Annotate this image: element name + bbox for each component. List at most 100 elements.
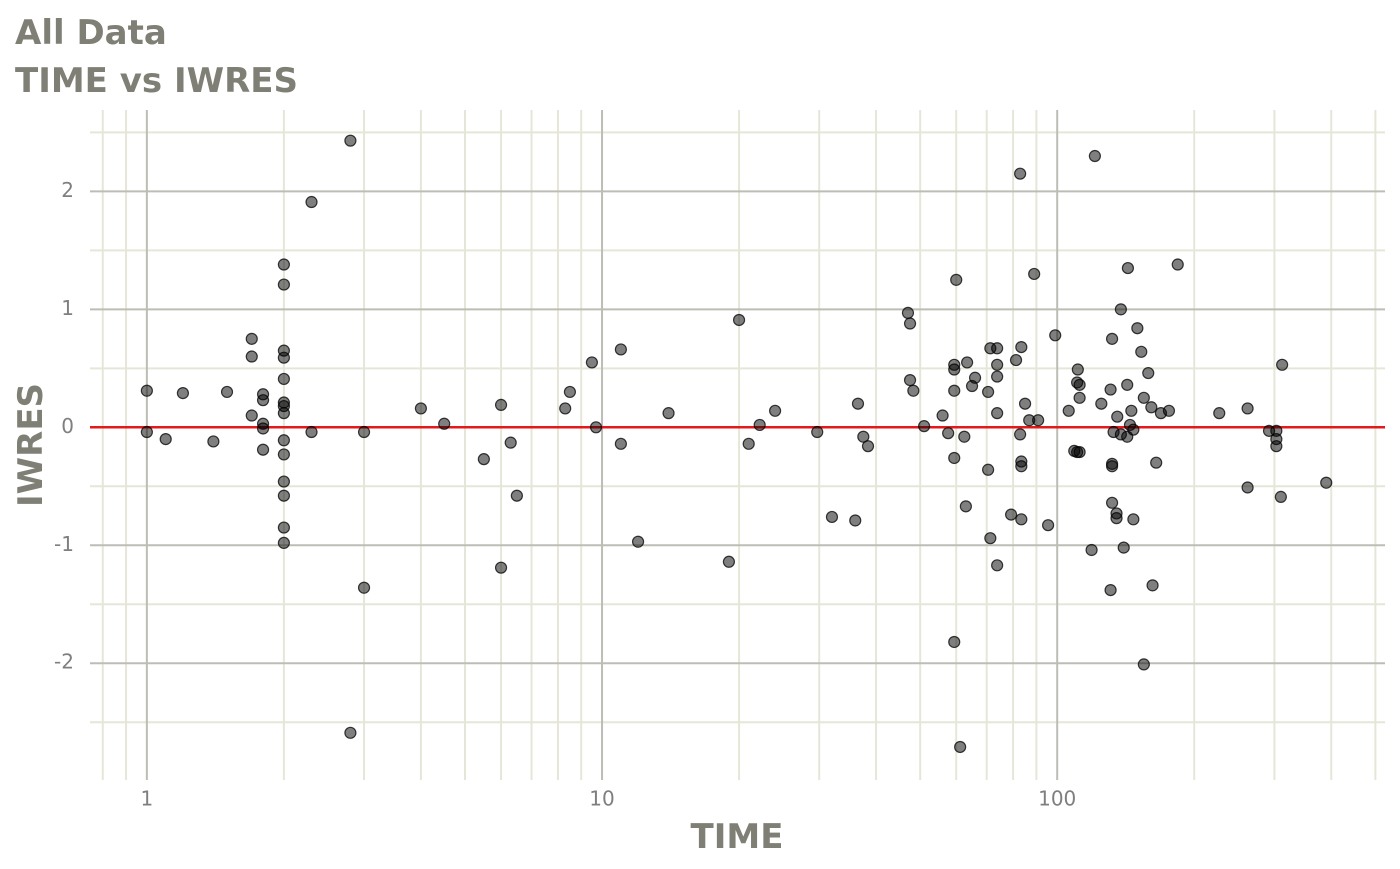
point (903, 317, 917, 330)
point (901, 306, 915, 319)
point (851, 397, 865, 410)
point (1005, 508, 1018, 521)
point (982, 463, 995, 476)
point (1171, 258, 1184, 271)
point (991, 358, 1004, 371)
y-tick-label: 2 (61, 178, 74, 202)
point (494, 398, 508, 411)
point (277, 372, 290, 386)
point (589, 421, 603, 434)
point (159, 433, 172, 446)
point (207, 435, 220, 448)
point (948, 363, 961, 376)
point (936, 409, 949, 422)
point (948, 451, 961, 465)
point (959, 500, 972, 513)
point (277, 489, 290, 502)
point (861, 440, 875, 453)
point (140, 384, 153, 397)
point (968, 371, 982, 384)
point (1142, 366, 1155, 380)
point (849, 514, 862, 527)
point (1213, 407, 1226, 420)
point (942, 427, 955, 440)
point (903, 374, 917, 387)
point (984, 532, 997, 545)
point (277, 351, 290, 364)
point (1105, 496, 1119, 509)
point (950, 273, 963, 286)
point (357, 425, 371, 439)
point (991, 559, 1004, 572)
point (563, 385, 577, 399)
point (357, 581, 371, 594)
y-tick-label: -1 (54, 532, 74, 556)
point (414, 402, 428, 415)
point (256, 443, 270, 456)
point (176, 386, 190, 400)
point (277, 278, 290, 291)
point (1018, 397, 1032, 410)
point (1276, 358, 1289, 371)
point (1032, 414, 1045, 427)
point (811, 425, 824, 439)
point (1145, 401, 1158, 414)
point (256, 394, 270, 407)
point (1110, 512, 1123, 525)
point (477, 453, 490, 466)
point (1150, 456, 1163, 469)
point (1009, 353, 1023, 367)
point (245, 350, 258, 363)
point (494, 561, 508, 574)
point (1241, 481, 1254, 494)
point (732, 313, 746, 327)
point (1085, 543, 1098, 557)
point (245, 332, 258, 345)
point (1062, 404, 1075, 417)
point (1104, 383, 1117, 396)
point (722, 555, 736, 568)
point (768, 404, 782, 417)
point (1014, 428, 1027, 441)
point (277, 521, 290, 534)
point (614, 343, 627, 356)
point (1135, 345, 1148, 358)
point (1105, 460, 1119, 473)
point (631, 535, 645, 548)
point (1015, 513, 1028, 526)
point (277, 536, 290, 550)
point (1274, 490, 1287, 504)
x-axis-title: TIME (691, 817, 784, 857)
point (1146, 579, 1159, 592)
x-tick-label: 10 (589, 787, 614, 811)
x-tick-label: 100 (1038, 787, 1076, 811)
point (1137, 658, 1150, 671)
point (954, 740, 967, 754)
point (753, 418, 766, 432)
point (614, 437, 627, 450)
point (140, 425, 153, 439)
point (256, 422, 270, 435)
point (305, 425, 318, 439)
point (1241, 402, 1254, 415)
point (344, 726, 357, 739)
point (991, 407, 1004, 420)
point (1014, 167, 1027, 180)
point (1015, 460, 1028, 473)
point (1121, 261, 1135, 275)
point (1073, 445, 1086, 459)
point (1095, 397, 1108, 410)
point (907, 384, 920, 397)
chart-subtitle: TIME vs IWRES (15, 61, 298, 101)
point (1049, 329, 1062, 342)
point (504, 436, 517, 449)
point (1028, 267, 1041, 281)
point (344, 134, 357, 147)
point (662, 407, 675, 420)
point (1127, 513, 1140, 526)
point (559, 402, 572, 415)
point (585, 356, 598, 369)
point (1270, 440, 1283, 453)
point (948, 635, 961, 649)
